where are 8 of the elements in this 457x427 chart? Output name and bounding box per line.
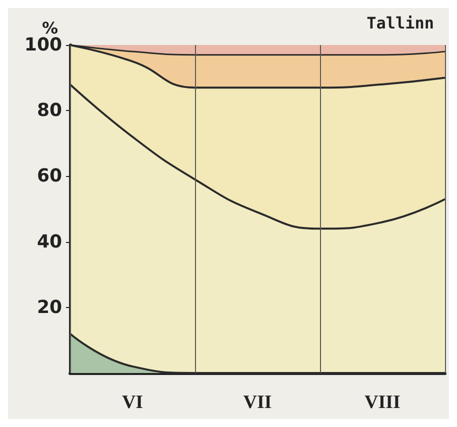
x-tick-label: VIII bbox=[364, 392, 400, 413]
x-tick-label: VI bbox=[122, 392, 144, 413]
y-tick-label: 20 bbox=[36, 296, 62, 318]
y-tick-label: 60 bbox=[36, 166, 62, 187]
chart-title: Tallinn bbox=[366, 14, 434, 32]
y-tick-label: 80 bbox=[36, 100, 62, 122]
x-tick-label: VII bbox=[243, 392, 272, 413]
y-tick-label: 40 bbox=[36, 231, 62, 252]
